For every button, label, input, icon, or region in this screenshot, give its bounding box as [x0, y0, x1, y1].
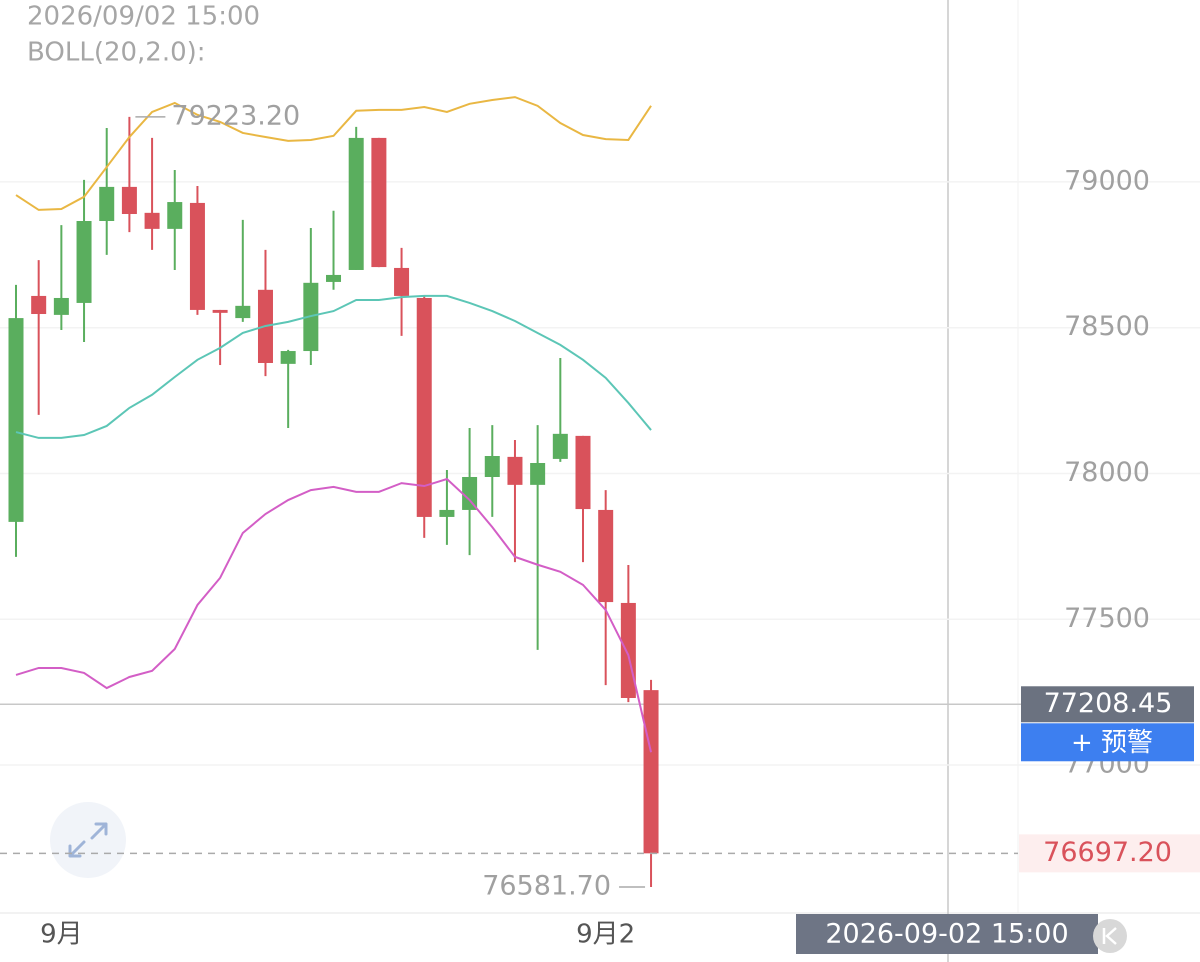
candle-body	[99, 186, 115, 222]
crosshair-time: 2026-09-02 15:00	[825, 919, 1068, 950]
candle-body	[8, 318, 24, 522]
y-tick-label: 79000	[1064, 165, 1150, 196]
candle-body	[643, 690, 659, 854]
crosshair-value: 77208.45	[1044, 688, 1173, 719]
toggle-icon	[1102, 927, 1117, 945]
candle-body	[439, 509, 455, 517]
annotation-label: 76581.70	[482, 871, 611, 902]
expand-circle	[50, 802, 126, 878]
y-tick-label: 78500	[1064, 311, 1150, 342]
candle-body	[121, 186, 137, 215]
candle-body	[212, 309, 228, 313]
candle-body	[53, 297, 69, 315]
candle-body	[416, 297, 432, 517]
crosshair-box	[1021, 686, 1194, 723]
candle-body	[189, 202, 205, 310]
candle-body	[167, 202, 183, 229]
candle-body	[530, 462, 546, 485]
expand-icon	[68, 822, 108, 858]
toggle-circle	[1093, 919, 1127, 953]
time-box	[796, 914, 1098, 954]
candle-body	[552, 433, 568, 459]
plot	[0, 96, 1200, 888]
annotation-label: 79223.20	[171, 100, 300, 131]
boll-line	[15, 96, 652, 211]
candle-body	[598, 509, 614, 603]
indicator-label: BOLL(20,2.0):	[27, 38, 206, 68]
boll-line	[15, 477, 653, 753]
candle-body	[326, 274, 342, 282]
candle-body	[507, 456, 523, 485]
candle-body	[484, 456, 500, 477]
expand-button[interactable]	[50, 802, 126, 878]
last-price-box	[1019, 834, 1200, 873]
candle-body	[76, 221, 92, 303]
alert-button[interactable]	[1021, 723, 1194, 762]
x-tick-label: 9月	[40, 920, 83, 950]
candle-body	[235, 305, 251, 319]
candle-body	[462, 476, 478, 510]
candle-body	[575, 435, 591, 510]
y-tick-label: 78000	[1064, 457, 1150, 488]
boll-line	[15, 294, 652, 439]
candle-body	[371, 137, 387, 268]
x-tick-label: 9月2	[576, 920, 635, 950]
kline-toggle[interactable]	[1093, 919, 1127, 953]
header-time: 2026/09/02 15:00	[27, 2, 260, 32]
candle-body	[394, 267, 410, 296]
alert-label: + 预警	[1071, 728, 1153, 758]
y-tick-label: 77500	[1064, 603, 1150, 634]
candle-body	[144, 212, 160, 229]
candle-body	[280, 351, 296, 364]
candle-body	[348, 137, 364, 270]
candle-body	[620, 602, 636, 698]
last-price-label: 76697.20	[1043, 837, 1172, 868]
candle-body	[31, 295, 47, 315]
